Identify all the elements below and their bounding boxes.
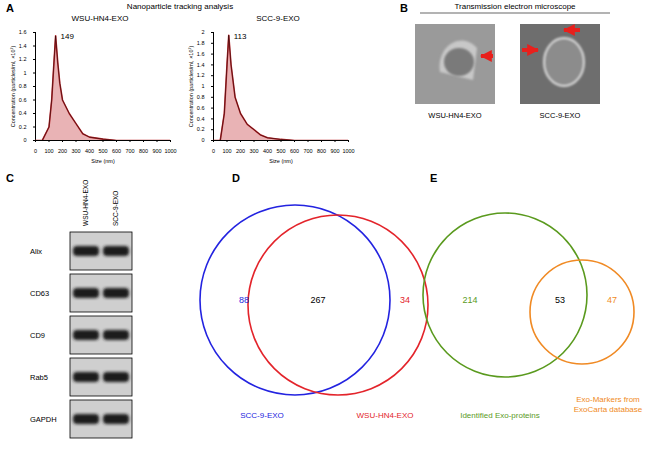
svg-text:600: 600 xyxy=(290,148,299,154)
svg-text:200: 200 xyxy=(236,148,245,154)
svg-text:100: 100 xyxy=(222,148,231,154)
svg-text:CD63: CD63 xyxy=(30,289,49,298)
svg-text:0: 0 xyxy=(212,148,215,154)
svg-text:0: 0 xyxy=(34,148,37,154)
svg-text:1.4: 1.4 xyxy=(19,43,27,49)
svg-text:1: 1 xyxy=(201,83,204,89)
svg-text:53: 53 xyxy=(555,295,565,305)
svg-text:149: 149 xyxy=(61,32,75,41)
html-text:SCC-9-EXO: SCC-9-EXO xyxy=(256,14,300,23)
svg-text:GAPDH: GAPDH xyxy=(30,415,57,424)
svg-text:1.8: 1.8 xyxy=(197,40,205,46)
svg-text:0: 0 xyxy=(23,137,26,143)
svg-text:47: 47 xyxy=(607,295,617,305)
svg-text:Identified Exo-proteins: Identified Exo-proteins xyxy=(460,411,540,420)
svg-text:1000: 1000 xyxy=(164,148,176,154)
svg-text:Nanoparticle tracking analysis: Nanoparticle tracking analysis xyxy=(127,2,233,11)
svg-text:C: C xyxy=(6,172,14,184)
svg-text:Size (nm): Size (nm) xyxy=(269,158,293,164)
svg-text:34: 34 xyxy=(400,295,410,305)
svg-text:0.4: 0.4 xyxy=(197,116,205,122)
svg-text:900: 900 xyxy=(330,148,339,154)
svg-text:Concentration (particles/ml, ×: Concentration (particles/ml, ×10⁷) xyxy=(10,46,16,128)
svg-text:E: E xyxy=(430,172,437,184)
svg-text:Exo-Markers from: Exo-Markers from xyxy=(576,395,640,404)
svg-text:500: 500 xyxy=(276,148,285,154)
svg-text:SCC-9-EXO: SCC-9-EXO xyxy=(112,191,119,226)
svg-text:WSU-HN4-EXO: WSU-HN4-EXO xyxy=(428,111,482,120)
svg-text:1: 1 xyxy=(23,70,26,76)
svg-text:600: 600 xyxy=(112,148,121,154)
svg-text:500: 500 xyxy=(98,148,107,154)
svg-text:WSU-HN4-EXO: WSU-HN4-EXO xyxy=(82,180,89,226)
svg-text:Transmission electron microsco: Transmission electron microscope xyxy=(454,2,576,11)
svg-text:0.2: 0.2 xyxy=(197,126,205,132)
svg-text:0.6: 0.6 xyxy=(19,97,27,103)
svg-text:0.2: 0.2 xyxy=(19,124,27,130)
svg-text:0.6: 0.6 xyxy=(197,105,205,111)
svg-text:0.8: 0.8 xyxy=(19,83,27,89)
svg-text:0.8: 0.8 xyxy=(197,94,205,100)
svg-text:Alix: Alix xyxy=(30,247,42,256)
svg-text:200: 200 xyxy=(58,148,67,154)
svg-text:0.4: 0.4 xyxy=(19,110,27,116)
html-text:WSU-HN4-EXO: WSU-HN4-EXO xyxy=(71,14,129,23)
svg-text:700: 700 xyxy=(125,148,134,154)
svg-text:267: 267 xyxy=(310,295,325,305)
svg-text:ExoCarta database: ExoCarta database xyxy=(574,405,643,414)
svg-text:300: 300 xyxy=(71,148,80,154)
svg-text:1.6: 1.6 xyxy=(197,51,205,57)
svg-text:2: 2 xyxy=(201,29,204,35)
svg-text:800: 800 xyxy=(317,148,326,154)
svg-text:Size (nm): Size (nm) xyxy=(91,158,115,164)
svg-text:A: A xyxy=(6,2,14,14)
svg-text:Rab5: Rab5 xyxy=(30,373,48,382)
svg-text:113: 113 xyxy=(234,32,247,41)
svg-text:B: B xyxy=(400,2,408,14)
svg-text:214: 214 xyxy=(462,295,477,305)
svg-text:800: 800 xyxy=(139,148,148,154)
svg-text:1.4: 1.4 xyxy=(197,62,205,68)
svg-text:100: 100 xyxy=(44,148,53,154)
svg-text:1.2: 1.2 xyxy=(197,72,205,78)
svg-text:SCC-9-EXO: SCC-9-EXO xyxy=(540,111,581,120)
svg-text:400: 400 xyxy=(263,148,272,154)
svg-text:0: 0 xyxy=(201,137,204,143)
svg-text:300: 300 xyxy=(249,148,258,154)
svg-text:1.6: 1.6 xyxy=(19,29,27,35)
svg-text:CD9: CD9 xyxy=(30,331,45,340)
svg-text:D: D xyxy=(232,172,240,184)
svg-text:Concentration (particles/ml, ×: Concentration (particles/ml, ×10⁷) xyxy=(188,46,194,128)
svg-text:1.2: 1.2 xyxy=(19,56,27,62)
svg-text:WSU-HN4-EXO: WSU-HN4-EXO xyxy=(357,411,414,420)
svg-text:88: 88 xyxy=(239,295,249,305)
svg-text:400: 400 xyxy=(85,148,94,154)
svg-text:SCC-9-EXO: SCC-9-EXO xyxy=(240,411,284,420)
svg-text:700: 700 xyxy=(303,148,312,154)
svg-text:900: 900 xyxy=(152,148,161,154)
svg-text:1000: 1000 xyxy=(342,148,354,154)
